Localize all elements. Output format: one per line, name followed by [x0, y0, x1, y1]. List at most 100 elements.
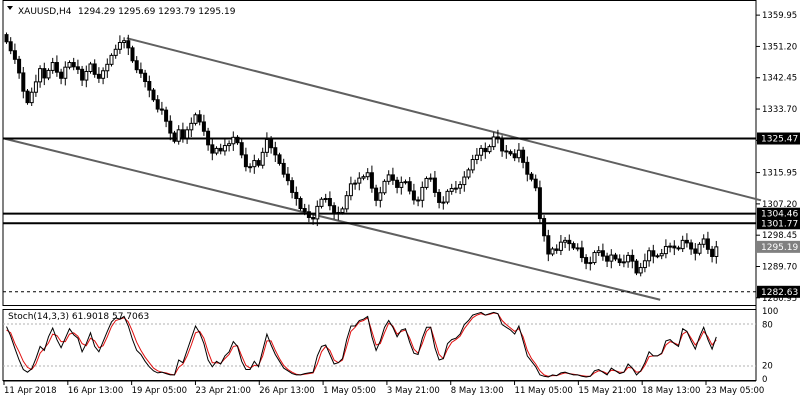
- candle-bear: [96, 73, 101, 79]
- candle-bear: [617, 258, 622, 264]
- time-axis[interactable]: 11 Apr 2018 16 Apr 13:00 19 Apr 05:00 23 Ap…: [3, 381, 764, 396]
- candle-bear: [71, 62, 76, 68]
- candle-bear: [294, 191, 299, 200]
- candle-bear: [54, 62, 59, 73]
- candle-bear: [504, 150, 509, 153]
- candle-bull: [441, 201, 446, 204]
- candle-bear: [311, 216, 316, 220]
- candle-bear: [332, 205, 337, 214]
- candle-bull: [399, 181, 404, 188]
- candle-bear: [130, 47, 135, 62]
- candle-bull: [222, 145, 227, 152]
- candle-bull: [382, 180, 387, 194]
- candle-bear: [277, 154, 282, 164]
- candle-bear: [693, 248, 698, 254]
- candle-bull: [344, 195, 349, 210]
- candle-bear: [508, 151, 513, 155]
- candle-bear: [529, 173, 534, 180]
- candle-bear: [147, 81, 152, 91]
- stoch-axis-label: 100: [762, 307, 778, 317]
- candle-bull: [714, 246, 719, 257]
- candle-bear: [298, 198, 303, 210]
- candle-bull: [655, 255, 660, 258]
- candle-bull: [185, 129, 190, 139]
- level-tag: 1282.63: [761, 288, 798, 298]
- candle-bull: [428, 177, 433, 180]
- candle-bull: [466, 169, 471, 178]
- candle-bear: [495, 136, 500, 140]
- candle-bull: [663, 245, 668, 255]
- candle-bear: [80, 68, 85, 81]
- price-axis[interactable]: 1359.951351.201342.451333.701324.951315.…: [756, 11, 797, 304]
- candle-bull: [378, 192, 383, 201]
- candle-bear: [689, 242, 694, 250]
- candle-bull: [701, 238, 706, 245]
- candle-bull: [67, 62, 72, 68]
- candle-bear: [710, 248, 715, 257]
- candle-bear: [290, 180, 295, 193]
- candle-bull: [248, 166, 253, 169]
- candle-bull: [357, 177, 362, 184]
- candlestick-series: [4, 32, 719, 277]
- candle-bear: [180, 129, 185, 139]
- candle-bear: [75, 66, 80, 70]
- candle-bear: [42, 68, 47, 79]
- candle-bear: [168, 120, 173, 134]
- price-axis-label: 1280.95: [762, 294, 797, 304]
- candle-bull: [260, 151, 265, 166]
- candle-bull: [659, 253, 664, 257]
- candle-bear: [416, 199, 421, 202]
- candle-bear: [21, 72, 26, 92]
- stoch-panel[interactable]: [2, 309, 757, 381]
- candle-bear: [25, 90, 30, 104]
- candle-bull: [101, 70, 106, 79]
- candle-bull: [113, 48, 118, 56]
- candle-bear: [126, 40, 131, 49]
- candle-bull: [479, 147, 484, 156]
- candle-bull: [340, 208, 345, 213]
- time-axis-label: 18 May 13:00: [642, 386, 700, 396]
- candle-bull: [642, 260, 647, 269]
- candle-bull: [462, 176, 467, 186]
- candle-bear: [533, 178, 538, 189]
- candle-bull: [403, 181, 408, 184]
- candle-bear: [273, 147, 278, 156]
- candle-bear: [546, 235, 551, 255]
- trendline-lower[interactable]: [4, 137, 661, 301]
- candle-bull: [38, 68, 43, 83]
- candle-bull: [323, 198, 328, 201]
- candle-bear: [235, 136, 240, 144]
- stoch-main-line: [6, 311, 717, 378]
- candle-bear: [600, 250, 605, 257]
- candle-bear: [201, 121, 206, 132]
- candle-bull: [252, 160, 257, 168]
- candle-bear: [437, 191, 442, 203]
- candle-bear: [369, 172, 374, 189]
- price-axis-label: 1315.95: [762, 169, 797, 179]
- dropdown-triangle-icon[interactable]: [7, 6, 13, 10]
- symbol-label: XAUUSD,H4: [18, 7, 72, 17]
- candle-bull: [88, 63, 93, 72]
- trendline-upper[interactable]: [126, 37, 762, 202]
- price-axis-label: 1359.95: [762, 11, 797, 21]
- candle-bear: [138, 69, 143, 74]
- candle-bull: [621, 261, 626, 264]
- candle-bear: [584, 257, 589, 264]
- candle-bull: [458, 184, 463, 189]
- stoch-axis-label: 80: [762, 321, 773, 331]
- candle-bear: [672, 245, 677, 249]
- candle-bull: [122, 40, 127, 43]
- price-axis-label: 1298.45: [762, 231, 797, 241]
- time-axis-label: 19 Apr 05:00: [132, 386, 187, 396]
- price-axis-label: 1333.70: [762, 105, 797, 115]
- level-tag-bg: [757, 285, 800, 298]
- time-axis-label: 11 May 05:00: [515, 386, 573, 396]
- candle-bull: [84, 70, 89, 81]
- candle-bear: [374, 187, 379, 201]
- candle-bull: [647, 250, 652, 262]
- candle-bull: [445, 190, 450, 203]
- candle-bull: [109, 54, 114, 65]
